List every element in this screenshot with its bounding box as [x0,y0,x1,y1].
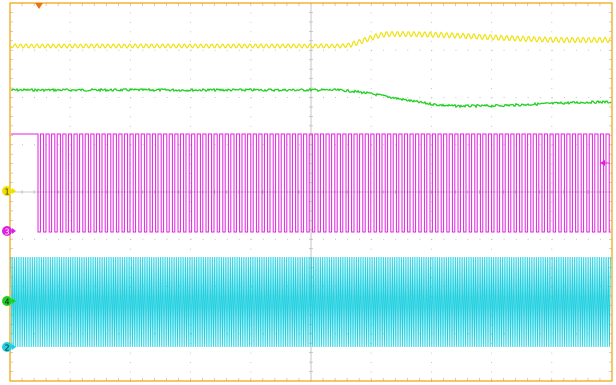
trigger-position-icon[interactable] [35,3,43,9]
channel-1-label: 1 [4,188,9,197]
channel-2-label: 2 [4,344,9,353]
channel-1-ground-marker[interactable]: 1 [2,186,16,197]
channel-4-ground-marker[interactable]: 4 [2,296,16,307]
channel-1-waveform [10,30,612,49]
channel-2-waveform [10,256,611,348]
channel-2-ground-marker[interactable]: 2 [2,342,16,353]
channel-3-label: 3 [4,228,9,237]
trigger-level-arrow-icon[interactable] [600,160,609,166]
channel-3-ground-marker[interactable]: 3 [2,226,16,237]
channel-4-label: 4 [4,298,9,307]
waveforms [10,30,612,348]
channel-3-waveform [11,133,611,233]
channel-4-waveform [10,87,612,109]
